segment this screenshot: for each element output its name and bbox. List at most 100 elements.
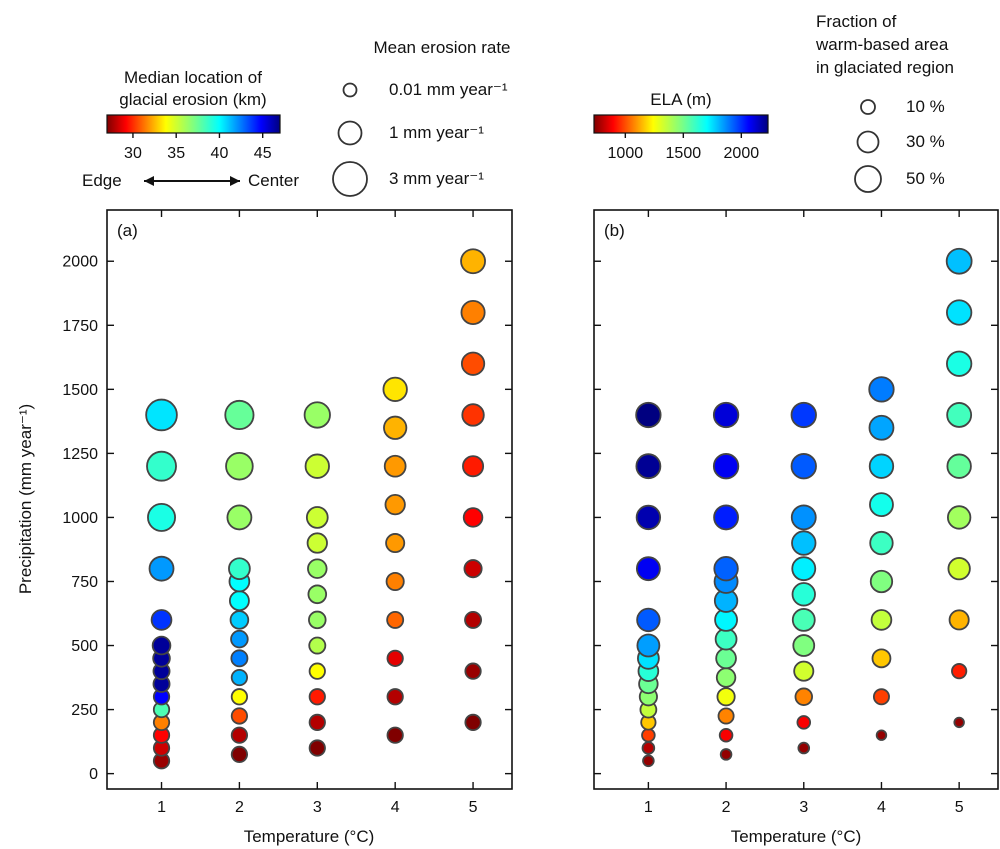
y-tick-label: 1250 [62, 446, 98, 463]
data-point [229, 610, 250, 630]
data-point [946, 299, 973, 326]
data-point [719, 748, 733, 761]
y-tick-label: 1000 [62, 510, 98, 527]
panel-b-frame [593, 209, 999, 790]
data-point [225, 451, 254, 481]
data-point [460, 248, 486, 275]
x-tick-label: 3 [313, 799, 322, 816]
data-point [715, 667, 737, 688]
legend-ela: ELA (m) 1000 1500 2000 [593, 90, 769, 162]
data-point [946, 350, 973, 377]
data-point [462, 507, 484, 528]
data-point [464, 713, 482, 731]
data-point [869, 492, 894, 518]
legend-warm-circle-medium [856, 130, 880, 154]
data-point [224, 399, 255, 431]
data-point [230, 726, 249, 744]
x-tick-label: 5 [955, 799, 964, 816]
data-point [875, 729, 888, 741]
panel-b-x-axis-label: Temperature (°C) [731, 827, 862, 846]
colorbar-tick-label: 30 [124, 145, 142, 162]
x-tick-label: 4 [877, 799, 886, 816]
data-point [146, 450, 177, 482]
data-point [712, 401, 740, 429]
panel-a-points [145, 248, 486, 770]
panel-a-frame [106, 209, 513, 790]
y-tick-label: 250 [71, 702, 98, 719]
colorbar-tick-label: 40 [211, 145, 229, 162]
panel-a-x-ticks: 1 2 3 4 5 [157, 210, 478, 816]
data-point [790, 401, 817, 429]
data-point [870, 609, 893, 631]
data-point [464, 610, 483, 629]
legend-warm-fraction: Fraction of warm-based area in glaciated… [815, 12, 954, 193]
legend-warm-circle-large [854, 165, 882, 193]
data-point [718, 727, 734, 743]
data-point [642, 754, 655, 768]
data-point [791, 556, 817, 582]
data-point [635, 401, 662, 429]
data-point [226, 504, 253, 531]
panel-a-y-ticks: 0 250 500 750 1000 1250 1500 1750 2000 [62, 254, 512, 783]
data-point [712, 453, 740, 480]
data-point [715, 647, 737, 670]
data-point [148, 555, 175, 582]
data-point [230, 629, 249, 649]
y-tick-label: 750 [71, 574, 98, 591]
legend-median-location: Median location of glacial erosion (km) … [82, 68, 299, 190]
data-point [383, 454, 407, 478]
data-point [641, 741, 656, 755]
legend-erosion-circle-large [332, 161, 368, 197]
legend-warm-label-1: 10 % [906, 97, 945, 116]
data-point [641, 727, 656, 743]
legend-erosion-circle-small [342, 82, 358, 98]
data-point [307, 558, 328, 579]
data-point [308, 688, 326, 706]
legend-warm-label-3: 50 % [906, 169, 945, 188]
y-tick-label: 2000 [62, 254, 98, 271]
data-point [308, 713, 326, 731]
data-point [716, 687, 736, 707]
panel-b-label: (b) [604, 221, 625, 240]
colorbar-tick-label: 45 [254, 145, 272, 162]
data-point [635, 556, 661, 582]
data-point [869, 569, 894, 594]
panel-a-x-axis-label: Temperature (°C) [244, 827, 375, 846]
legend-ela-title: ELA (m) [650, 90, 711, 109]
data-point [385, 533, 406, 554]
ela-colorbar [593, 114, 769, 134]
data-point [230, 688, 249, 706]
data-point [230, 707, 249, 725]
x-tick-label: 2 [235, 799, 244, 816]
legend-warm-title-line1: Fraction of [816, 12, 897, 31]
data-point [793, 660, 815, 682]
colorbar-tick-label: 1500 [666, 145, 702, 162]
center-label: Center [248, 171, 299, 190]
data-point [461, 403, 485, 427]
data-point [306, 532, 328, 554]
data-point [386, 726, 404, 744]
data-point [386, 610, 405, 629]
y-tick-label: 0 [89, 766, 98, 783]
panel-b-points [635, 247, 973, 768]
data-point [791, 530, 817, 556]
data-point [460, 299, 486, 325]
data-point [635, 504, 662, 531]
data-point [635, 453, 662, 480]
data-point [717, 707, 735, 725]
data-point [953, 716, 965, 729]
data-point [946, 402, 973, 428]
data-point [951, 663, 968, 680]
data-point [794, 687, 813, 706]
data-point [945, 247, 973, 275]
data-point [948, 609, 970, 631]
legend-warm-title-line2: warm-based area [815, 35, 949, 54]
data-point [308, 739, 326, 757]
colorbar-tick-label: 1000 [608, 145, 644, 162]
legend-median-title-line1: Median location of [124, 68, 262, 87]
y-tick-label: 1750 [62, 318, 98, 335]
data-point [636, 633, 661, 658]
data-point [145, 398, 178, 432]
data-point [151, 635, 172, 656]
